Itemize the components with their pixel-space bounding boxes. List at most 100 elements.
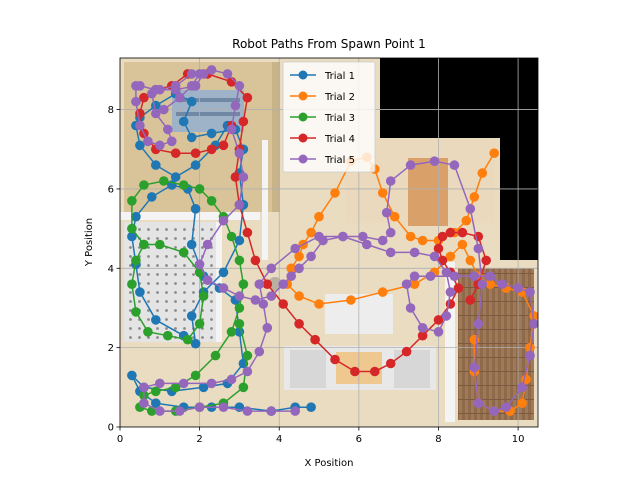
data-point	[147, 192, 157, 202]
data-point	[250, 255, 261, 266]
data-point	[453, 283, 464, 293]
data-point	[139, 180, 149, 190]
data-point	[194, 402, 205, 413]
data-point	[234, 319, 245, 329]
data-point	[449, 160, 460, 170]
data-point	[139, 239, 149, 250]
data-point	[306, 402, 316, 413]
series-trial-5	[131, 65, 538, 416]
data-point	[151, 398, 161, 409]
data-point	[131, 211, 141, 222]
data-point	[182, 334, 193, 345]
legend-label: Trial 5	[324, 155, 355, 166]
data-point	[170, 84, 181, 95]
data-point	[206, 65, 217, 75]
data-point	[457, 227, 468, 238]
data-point	[242, 350, 253, 361]
data-point	[433, 315, 444, 325]
data-point	[377, 235, 388, 246]
data-point	[346, 295, 356, 305]
data-point	[234, 291, 245, 301]
y-tick-label: 0	[108, 423, 114, 434]
x-tick-label: 8	[435, 434, 441, 445]
legend-label: Trial 4	[324, 134, 355, 145]
data-point	[429, 251, 440, 262]
data-point	[170, 382, 181, 393]
y-tick-label: 2	[108, 343, 114, 354]
data-point	[294, 263, 304, 274]
data-point	[135, 108, 145, 119]
data-point	[226, 374, 237, 385]
x-axis-ticks: 0 2 4 6 8 10	[117, 427, 524, 445]
data-point	[174, 406, 185, 416]
data-point	[525, 287, 535, 297]
data-point	[401, 279, 412, 290]
data-point	[469, 271, 480, 282]
data-point	[461, 215, 472, 226]
data-point	[131, 255, 141, 266]
legend-label: Trial 1	[324, 71, 355, 82]
data-point	[385, 358, 396, 369]
data-point	[178, 116, 189, 127]
data-point	[385, 227, 396, 238]
data-point	[417, 235, 428, 246]
data-point	[318, 235, 328, 246]
data-point	[206, 196, 217, 206]
y-tick-label: 4	[108, 264, 114, 275]
data-point	[286, 263, 297, 274]
data-point	[242, 92, 253, 103]
data-point	[525, 342, 535, 353]
legend-item: Trial 3	[290, 112, 355, 124]
data-point	[242, 227, 253, 238]
data-point	[437, 231, 448, 242]
data-point	[330, 188, 340, 198]
data-point	[135, 120, 145, 131]
data-point	[441, 311, 452, 321]
data-point	[401, 346, 412, 357]
y-tick-label: 8	[108, 105, 114, 116]
data-point	[186, 311, 197, 321]
data-point	[234, 303, 245, 313]
data-point	[485, 279, 496, 290]
data-point	[194, 69, 205, 79]
data-point	[186, 132, 197, 143]
data-point	[210, 350, 221, 361]
data-point	[151, 315, 161, 325]
data-point	[517, 382, 527, 393]
data-point	[254, 279, 265, 290]
legend-item: Trial 4	[290, 133, 355, 145]
x-tick-label: 2	[196, 434, 202, 445]
x-tick-label: 6	[356, 434, 362, 445]
data-point	[262, 279, 273, 290]
data-point	[238, 382, 249, 393]
data-point	[218, 267, 229, 278]
data-point	[202, 275, 213, 286]
data-point	[338, 231, 348, 242]
data-point	[170, 148, 181, 158]
data-point	[477, 279, 488, 290]
x-tick-label: 4	[276, 434, 282, 445]
data-point	[457, 239, 468, 250]
data-point	[194, 319, 205, 329]
data-point	[306, 251, 316, 262]
data-point	[151, 160, 161, 170]
data-point	[290, 406, 301, 416]
data-point	[405, 160, 416, 170]
data-point	[238, 116, 249, 127]
data-point	[194, 184, 205, 194]
data-point	[234, 255, 245, 266]
data-point	[234, 235, 245, 246]
data-point	[127, 196, 137, 206]
chart-title: Robot Paths From Spawn Point 1	[232, 37, 426, 51]
data-point	[445, 251, 456, 262]
data-point	[206, 128, 217, 139]
data-point	[186, 96, 197, 107]
data-point	[425, 271, 436, 282]
legend-marker	[298, 133, 308, 143]
data-point	[385, 247, 396, 258]
data-point	[497, 279, 508, 290]
data-point	[186, 239, 197, 250]
data-point	[417, 330, 428, 341]
data-point	[155, 378, 165, 389]
data-point	[131, 307, 141, 317]
